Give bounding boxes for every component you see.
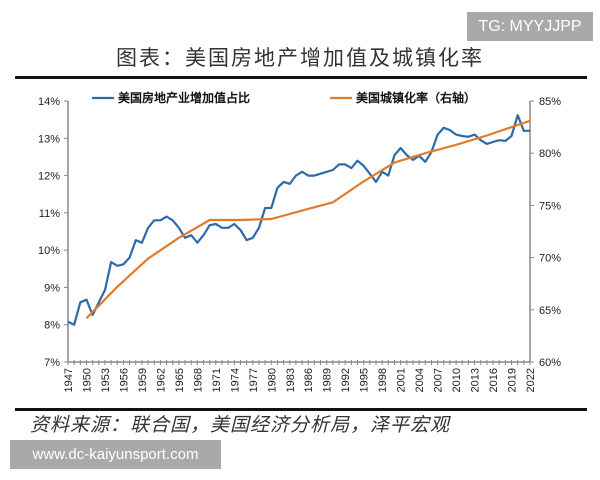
x-tick-label: 1992 [340, 368, 352, 392]
right-tick-label: 80% [539, 148, 561, 160]
left-tick-label: 13% [38, 133, 60, 145]
x-tick-label: 2007 [433, 368, 445, 392]
right-tick-label: 70% [539, 253, 561, 265]
left-tick-label: 11% [39, 208, 60, 220]
series-line-2 [85, 119, 531, 319]
x-tick-label: 1974 [229, 368, 241, 392]
x-tick-label: 2004 [414, 368, 426, 392]
right-tick-label: 85% [539, 96, 561, 108]
left-tick-label: 9% [44, 282, 60, 294]
x-tick-label: 1989 [322, 368, 334, 392]
series-line-1 [67, 114, 530, 326]
top-rule [15, 76, 587, 79]
x-tick-label: 1965 [174, 368, 186, 392]
x-tick-label: 1980 [266, 368, 278, 392]
left-tick-label: 8% [44, 320, 60, 332]
x-tick-label: 2019 [507, 368, 519, 392]
x-tick-label: 1956 [118, 368, 130, 392]
watermark-bottom: www.dc-kaiyunsport.com [10, 440, 221, 469]
x-tick-label: 1959 [137, 368, 149, 392]
x-tick-label: 1953 [100, 368, 112, 392]
left-tick-label: 14% [38, 96, 60, 108]
right-tick-label: 60% [539, 357, 561, 369]
watermark-top: TG: MYYJJPP [467, 12, 593, 41]
left-tick-label: 10% [38, 245, 60, 257]
x-tick-label: 2013 [470, 368, 482, 392]
chart-title: 图表：美国房地产增加值及城镇化率 [116, 46, 484, 70]
x-tick-label: 2001 [396, 368, 408, 392]
x-tick-label: 1986 [303, 368, 315, 392]
x-tick-label: 1977 [248, 368, 260, 392]
bottom-rule [15, 408, 587, 411]
x-tick-label: 1950 [81, 368, 93, 392]
legend-label-2: 美国城镇化率（右轴） [356, 90, 476, 105]
source-note: 资料来源：联合国，美国经济分析局，泽平宏观 [30, 414, 451, 436]
x-tick-label: 2010 [451, 368, 463, 392]
legend-label-1: 美国房地产业增加值占比 [118, 90, 250, 105]
x-tick-label: 1968 [192, 368, 204, 392]
right-tick-label: 75% [539, 200, 561, 212]
x-tick-label: 1995 [359, 368, 371, 392]
x-tick-label: 1998 [377, 368, 389, 392]
right-tick-label: 65% [539, 305, 561, 317]
x-tick-label: 2016 [488, 368, 500, 392]
x-tick-label: 1962 [155, 368, 167, 392]
left-tick-label: 7% [44, 357, 60, 369]
x-tick-label: 1983 [285, 368, 297, 392]
x-tick-label: 2022 [525, 368, 537, 392]
x-tick-label: 1971 [211, 368, 223, 392]
left-tick-label: 12% [38, 171, 60, 183]
x-tick-label: 1947 [63, 368, 75, 392]
